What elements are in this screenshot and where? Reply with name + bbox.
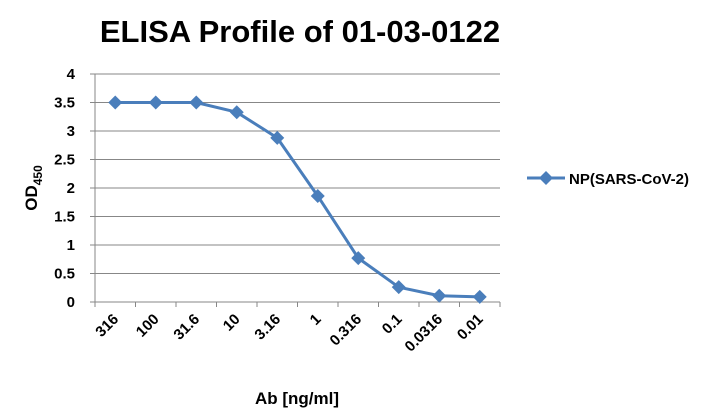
x-tick-label: 31.6 (170, 311, 203, 344)
data-point-marker (108, 95, 123, 110)
y-tick-label: 0 (67, 294, 75, 311)
x-tick-label: 0.01 (454, 311, 487, 344)
y-axis-label: OD450 (22, 165, 45, 211)
y-tick-label: 1 (67, 237, 75, 254)
x-tick-label: 3.16 (251, 311, 284, 344)
y-tick-label: 1.5 (54, 209, 75, 226)
y-axis-label-main: OD (22, 185, 41, 211)
legend-marker-swatch (539, 171, 553, 185)
axes (90, 73, 501, 307)
y-tick-label: 3.5 (54, 95, 75, 112)
data-point-marker (310, 188, 325, 203)
y-tick-labels: 0 0.5 1 1.5 2 2.5 3 3.5 4 (54, 66, 76, 311)
data-point-marker (351, 251, 366, 266)
y-tick-label: 2 (67, 180, 75, 197)
data-point-marker (432, 288, 447, 303)
x-tick-labels: 316 100 31.6 10 3.16 1 0.316 0.10.0316 0.01 (92, 311, 486, 355)
chart-title: ELISA Profile of 01-03-0122 (100, 14, 500, 49)
y-axis-label-subscript: 450 (31, 165, 45, 185)
y-tick-label: 4 (67, 66, 76, 83)
data-point-marker (229, 105, 244, 120)
y-tick-label: 3 (67, 123, 75, 140)
legend: NP(SARS-CoV-2) (527, 171, 689, 188)
series-layer (108, 95, 487, 304)
y-tick-label: 0.5 (54, 266, 75, 283)
data-point-marker (270, 130, 285, 145)
series-line (115, 101, 480, 299)
data-point-marker (148, 95, 163, 110)
data-point-marker (391, 280, 406, 295)
data-point-marker (472, 289, 487, 304)
x-tick-label: 100 (133, 311, 163, 341)
legend-entry-label: NP(SARS-CoV-2) (569, 171, 689, 188)
x-tick-label: 10 (220, 311, 244, 335)
x-tick-label: 0.0316 (402, 311, 446, 355)
x-tick-label: 0.1 (379, 311, 406, 338)
x-tick-label: 0.316 (327, 311, 366, 350)
x-tick-label: 1 (307, 311, 325, 329)
x-axis-label: Ab [ng/ml] (255, 389, 339, 408)
y-tick-label: 2.5 (54, 152, 75, 169)
x-tick-label: 316 (92, 311, 122, 341)
data-point-marker (189, 95, 204, 110)
